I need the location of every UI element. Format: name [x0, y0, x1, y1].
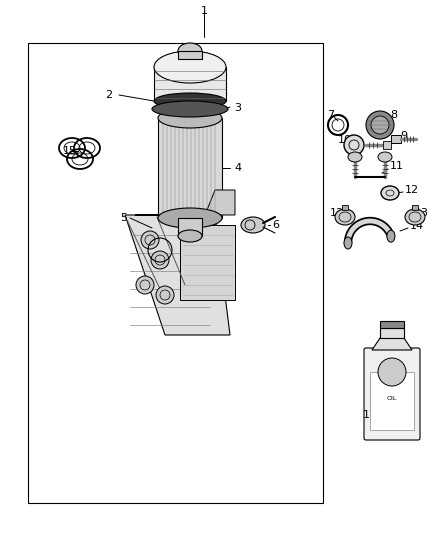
Ellipse shape [136, 276, 154, 294]
Ellipse shape [178, 230, 202, 242]
Text: 5: 5 [120, 213, 127, 223]
Ellipse shape [141, 231, 159, 249]
Text: 3: 3 [234, 103, 241, 113]
Text: 9: 9 [400, 131, 407, 141]
Bar [178, 218, 202, 236]
Text: OIL: OIL [387, 397, 397, 401]
Ellipse shape [378, 358, 406, 386]
Text: 13: 13 [330, 208, 344, 218]
Ellipse shape [344, 237, 352, 249]
Ellipse shape [154, 93, 226, 109]
Text: 15: 15 [63, 146, 77, 156]
Bar [383, 141, 391, 149]
Text: 13: 13 [415, 208, 429, 218]
Ellipse shape [378, 152, 392, 162]
Polygon shape [135, 190, 235, 215]
Ellipse shape [348, 152, 362, 162]
Bar [158, 118, 222, 218]
Ellipse shape [387, 230, 395, 242]
Bar [154, 67, 226, 101]
Text: 4: 4 [234, 163, 241, 173]
Ellipse shape [335, 209, 355, 225]
Text: 2: 2 [105, 90, 112, 100]
Ellipse shape [154, 51, 226, 83]
Bar [28, 43, 323, 503]
Ellipse shape [371, 116, 389, 134]
Ellipse shape [156, 286, 174, 304]
Ellipse shape [178, 43, 202, 59]
Text: 17: 17 [363, 410, 377, 420]
Bar [370, 372, 414, 430]
Bar [180, 225, 235, 300]
Ellipse shape [152, 101, 228, 117]
Ellipse shape [158, 208, 222, 228]
Bar [380, 321, 404, 328]
FancyBboxPatch shape [364, 348, 420, 440]
Ellipse shape [158, 108, 222, 128]
Text: 14: 14 [410, 221, 424, 231]
Polygon shape [125, 215, 230, 335]
Ellipse shape [151, 251, 169, 269]
Ellipse shape [344, 135, 364, 155]
Bar [178, 51, 202, 59]
Ellipse shape [381, 186, 399, 200]
Bar [391, 135, 401, 143]
Text: 7: 7 [327, 110, 334, 120]
Text: 10: 10 [338, 135, 352, 145]
Ellipse shape [366, 111, 394, 139]
Bar [342, 205, 348, 210]
Text: 11: 11 [390, 161, 404, 171]
Bar [412, 205, 418, 210]
Text: 8: 8 [390, 110, 397, 120]
Text: 12: 12 [405, 185, 419, 195]
Text: 1: 1 [201, 6, 208, 16]
Ellipse shape [405, 209, 425, 225]
Bar [380, 328, 404, 338]
Text: 16: 16 [392, 333, 406, 343]
Ellipse shape [241, 217, 265, 233]
Text: 6: 6 [272, 220, 279, 230]
Polygon shape [372, 338, 412, 350]
